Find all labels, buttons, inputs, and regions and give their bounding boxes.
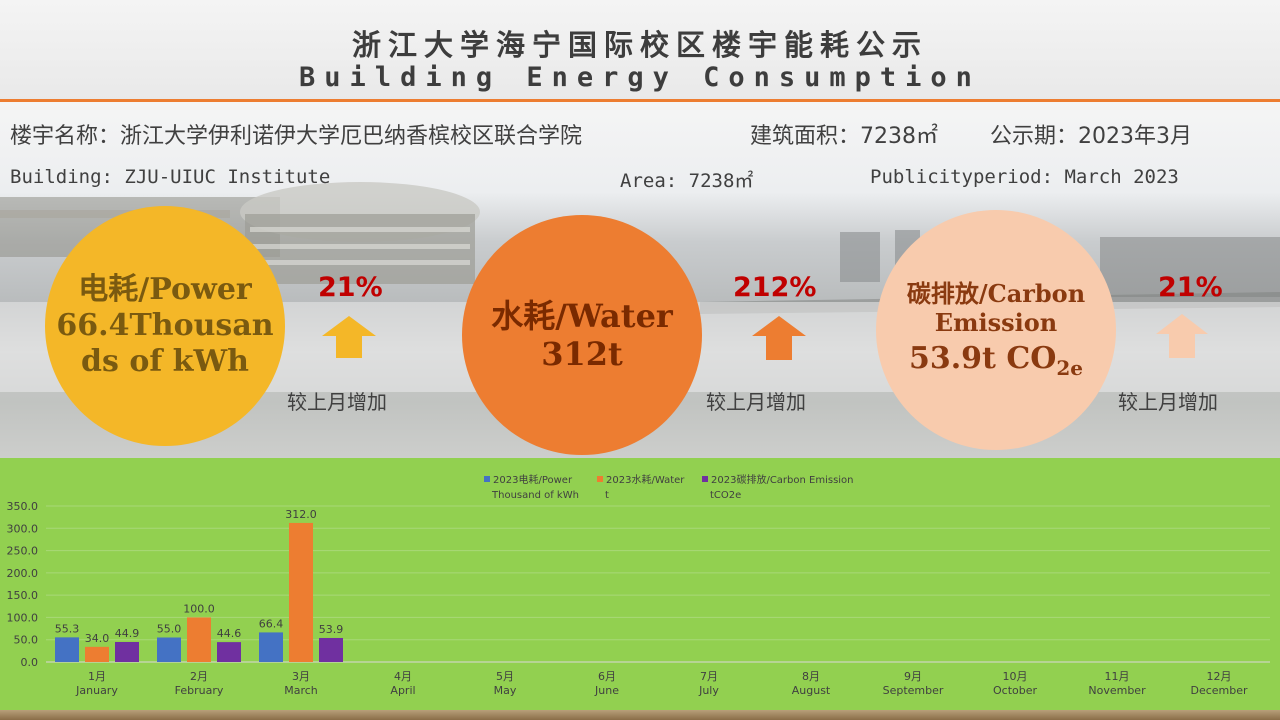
x-tick-label-en: March — [284, 684, 318, 697]
x-tick-label-en: December — [1190, 684, 1248, 697]
water-label: 水耗/Water — [491, 296, 673, 335]
header-divider — [0, 99, 1280, 102]
data-label: 100.0 — [183, 602, 215, 615]
bar — [259, 632, 283, 662]
legend-swatch-carbon — [702, 476, 708, 482]
x-tick-label: 7月 — [700, 670, 718, 683]
x-tick-label-en: July — [698, 684, 719, 697]
legend-water-unit: t — [605, 490, 609, 501]
building-area-en: Area: 7238㎡ — [620, 170, 754, 192]
carbon-label: 碳排放/Carbon — [906, 278, 1086, 308]
water-kpi-circle: 水耗/Water 312t — [462, 215, 702, 455]
x-tick-label-en: February — [175, 684, 224, 697]
x-tick-label-en: November — [1088, 684, 1146, 697]
x-tick-label-en: September — [883, 684, 944, 697]
data-label: 55.0 — [157, 622, 182, 635]
data-label: 53.9 — [319, 623, 344, 636]
page-title-en: Building Energy Consumption — [299, 62, 981, 93]
legend-carbon: 2023碳排放/Carbon Emission tCO2e — [702, 473, 854, 503]
x-tick-label-en: August — [792, 684, 831, 697]
data-label: 55.3 — [55, 622, 80, 635]
carbon-value-main: 53.9t CO — [908, 341, 1057, 377]
carbon-label-2: Emission — [934, 307, 1058, 337]
data-label: 66.4 — [259, 617, 284, 630]
water-value: 312t — [541, 335, 623, 373]
bar-chart: 0.050.0100.0150.0200.0250.0300.0350.01月J… — [7, 500, 1270, 697]
legend-swatch-power — [484, 476, 490, 482]
building-name-en: Building: ZJU-UIUC Institute — [10, 166, 331, 188]
legend-power-unit: Thousand of kWh — [492, 490, 579, 501]
arrow-up-icon — [752, 316, 806, 360]
legend-water: 2023水耗/Water t — [597, 473, 684, 503]
y-tick-label: 100.0 — [7, 611, 39, 624]
carbon-kpi-circle: 碳排放/Carbon Emission 53.9t CO2e — [876, 210, 1116, 450]
power-unit: ds of kWh — [81, 344, 249, 379]
bar — [115, 641, 139, 662]
x-tick-label-en: April — [390, 684, 415, 697]
building-area-cn: 建筑面积：7238㎡ — [750, 124, 938, 149]
x-tick-label-en: May — [494, 684, 517, 697]
arrow-up-icon — [1156, 314, 1208, 358]
legend-swatch-water — [597, 476, 603, 482]
x-tick-label: 9月 — [904, 670, 922, 683]
arrow-up-icon — [322, 316, 376, 358]
bar — [289, 522, 313, 662]
legend-power-label: 2023电耗/Power — [493, 475, 573, 486]
x-tick-label: 6月 — [598, 670, 616, 683]
x-tick-label: 2月 — [190, 670, 208, 683]
chart-area — [0, 458, 1280, 710]
publicity-period-en: Publicityperiod: March 2023 — [870, 166, 1179, 188]
bar — [319, 637, 343, 662]
building-name-cn: 楼宇名称：浙江大学伊利诺伊大学厄巴纳香槟校区联合学院 — [10, 124, 583, 149]
bar — [157, 637, 181, 662]
data-label: 44.9 — [115, 627, 140, 640]
legend-carbon-unit: tCO2e — [710, 490, 742, 501]
x-tick-label-en: October — [993, 684, 1037, 697]
footer-bar — [0, 710, 1280, 720]
x-tick-label: 11月 — [1105, 670, 1130, 683]
bar — [85, 646, 109, 662]
data-label: 44.6 — [217, 627, 242, 640]
data-label: 312.0 — [285, 508, 317, 521]
bar — [55, 637, 79, 662]
y-tick-label: 300.0 — [7, 522, 39, 535]
carbon-value: 53.9t CO2e — [909, 341, 1083, 380]
y-tick-label: 250.0 — [7, 545, 39, 558]
water-compare-label: 较上月增加 — [706, 390, 806, 414]
y-tick-label: 150.0 — [7, 589, 39, 602]
bar — [187, 617, 211, 662]
x-tick-label: 8月 — [802, 670, 820, 683]
x-tick-label: 4月 — [394, 670, 412, 683]
legend-power: 2023电耗/Power Thousand of kWh — [484, 473, 579, 503]
x-tick-label: 5月 — [496, 670, 514, 683]
x-tick-label-en: January — [75, 684, 118, 697]
publicity-period-cn: 公示期：2023年3月 — [990, 124, 1192, 149]
carbon-value-sub: 2e — [1056, 356, 1084, 381]
legend-carbon-label: 2023碳排放/Carbon Emission — [711, 475, 854, 486]
power-label: 电耗/Power — [78, 272, 252, 307]
data-label: 34.0 — [85, 632, 110, 645]
y-tick-label: 0.0 — [21, 656, 39, 669]
header: 浙江大学海宁国际校区楼宇能耗公示 Building Energy Consump… — [0, 0, 1280, 100]
page-title-cn: 浙江大学海宁国际校区楼宇能耗公示 — [351, 28, 928, 62]
power-change-percent: 21% — [318, 272, 383, 303]
y-tick-label: 200.0 — [7, 567, 39, 580]
bar — [217, 642, 241, 662]
water-change-percent: 212% — [733, 272, 817, 303]
x-tick-label: 3月 — [292, 670, 310, 683]
legend-water-label: 2023水耗/Water — [606, 475, 685, 486]
carbon-change-percent: 21% — [1158, 272, 1223, 303]
y-tick-label: 50.0 — [14, 634, 39, 647]
power-kpi-circle: 电耗/Power 66.4Thousan ds of kWh — [45, 206, 285, 446]
y-tick-label: 350.0 — [7, 500, 39, 513]
x-tick-label-en: June — [594, 684, 619, 697]
x-tick-label: 10月 — [1003, 670, 1028, 683]
carbon-compare-label: 较上月增加 — [1118, 390, 1218, 414]
power-compare-label: 较上月增加 — [287, 390, 387, 414]
x-tick-label: 1月 — [88, 670, 106, 683]
power-value: 66.4Thousan — [56, 308, 274, 343]
x-tick-label: 12月 — [1207, 670, 1232, 683]
